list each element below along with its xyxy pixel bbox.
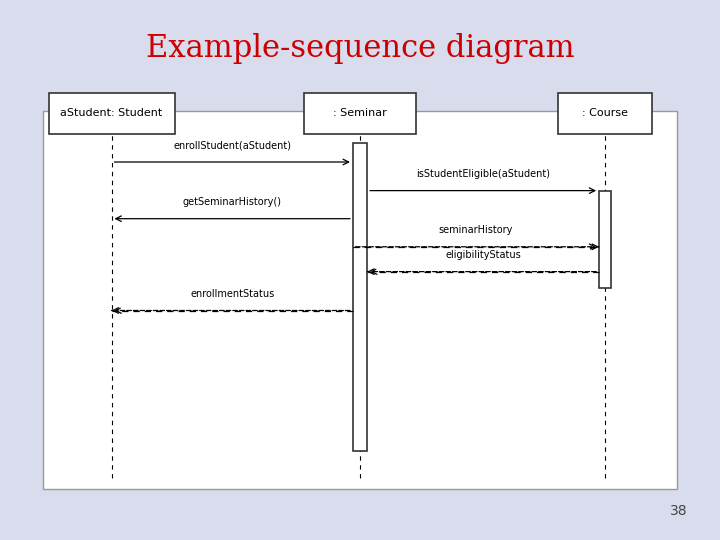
Bar bbox=[304, 93, 416, 133]
Bar bbox=[43, 111, 677, 489]
Text: eligibilityStatus: eligibilityStatus bbox=[445, 249, 521, 260]
Text: seminarHistory: seminarHistory bbox=[438, 225, 513, 235]
Bar bbox=[558, 93, 652, 133]
Text: enrollStudent(aStudent): enrollStudent(aStudent) bbox=[174, 140, 291, 150]
Text: isStudentEligible(aStudent): isStudentEligible(aStudent) bbox=[416, 168, 550, 179]
Text: : Course: : Course bbox=[582, 109, 628, 118]
Bar bbox=[353, 143, 367, 451]
Text: enrollmentStatus: enrollmentStatus bbox=[190, 288, 274, 299]
Text: Example-sequence diagram: Example-sequence diagram bbox=[145, 33, 575, 64]
Bar bbox=[49, 93, 174, 133]
Text: : Seminar: : Seminar bbox=[333, 109, 387, 118]
Text: 38: 38 bbox=[670, 504, 688, 518]
Text: aStudent: Student: aStudent: Student bbox=[60, 109, 163, 118]
Text: getSeminarHistory(): getSeminarHistory() bbox=[183, 197, 282, 207]
Bar bbox=[599, 191, 611, 288]
